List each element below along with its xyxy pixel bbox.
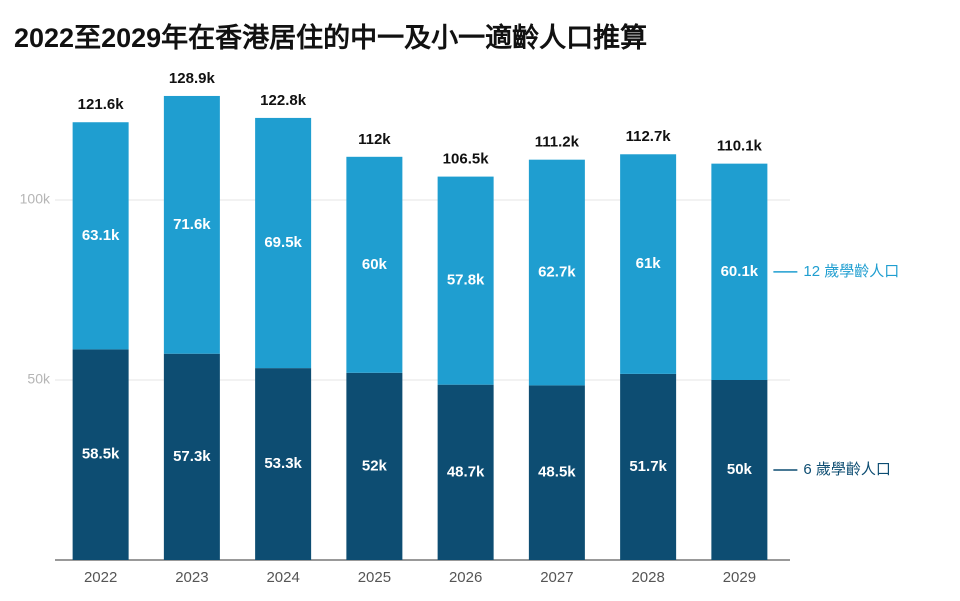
y-tick-label: 50k — [27, 371, 51, 387]
x-tick-label: 2023 — [175, 569, 208, 586]
bar-segment — [255, 368, 312, 560]
value-label: 51.7k — [629, 458, 667, 475]
x-tick-label: 2028 — [631, 569, 664, 586]
y-tick-label: 100k — [20, 191, 51, 207]
value-label: 58.5k — [82, 446, 120, 463]
value-label: 71.6k — [173, 216, 211, 233]
bar-segment — [163, 353, 220, 560]
bar-segment — [711, 380, 768, 560]
bar-segment — [72, 349, 129, 560]
bar-segment — [346, 372, 403, 560]
total-label: 111.2k — [535, 134, 580, 151]
bar-segment — [437, 384, 494, 560]
value-label: 63.1k — [82, 227, 120, 244]
value-label: 69.5k — [264, 234, 302, 251]
total-label: 121.6k — [78, 96, 125, 113]
value-label: 53.3k — [264, 455, 302, 472]
total-label: 106.5k — [443, 151, 490, 168]
value-label: 60k — [362, 256, 388, 273]
x-tick-label: 2029 — [723, 569, 756, 586]
total-label: 112k — [358, 131, 391, 148]
bar-segment — [163, 95, 220, 354]
x-tick-label: 2024 — [266, 569, 299, 586]
chart-title: 2022至2029年在香港居住的中一及小一適齡人口推算 — [14, 22, 647, 53]
total-label: 110.1k — [717, 138, 763, 155]
x-tick-label: 2026 — [449, 569, 482, 586]
bar-segment — [620, 373, 677, 560]
value-label: 50k — [727, 461, 753, 478]
value-label: 60.1k — [721, 263, 759, 280]
x-tick-label: 2022 — [84, 569, 117, 586]
bar-segment — [72, 122, 129, 350]
value-label: 48.5k — [538, 464, 576, 481]
bar-segment — [711, 163, 768, 380]
total-label: 122.8k — [260, 92, 307, 109]
bar-segment — [528, 385, 585, 560]
bar-segment — [620, 154, 677, 374]
legend-label: 12 歲學齡人口 — [803, 262, 899, 280]
value-label: 52k — [362, 457, 388, 474]
total-label: 112.7k — [626, 128, 672, 145]
value-label: 48.7k — [447, 463, 485, 480]
x-tick-label: 2027 — [540, 569, 573, 586]
bar-segment — [528, 159, 585, 386]
bar-segment — [437, 176, 494, 385]
value-label: 62.7k — [538, 264, 576, 281]
value-label: 57.8k — [447, 272, 485, 289]
bar-segment — [255, 117, 312, 369]
legend-label: 6 歲學齡人口 — [803, 460, 891, 478]
total-label: 128.9k — [169, 70, 216, 87]
value-label: 57.3k — [173, 448, 211, 465]
x-tick-label: 2025 — [358, 569, 391, 586]
bar-segment — [346, 156, 403, 373]
value-label: 61k — [636, 255, 662, 272]
